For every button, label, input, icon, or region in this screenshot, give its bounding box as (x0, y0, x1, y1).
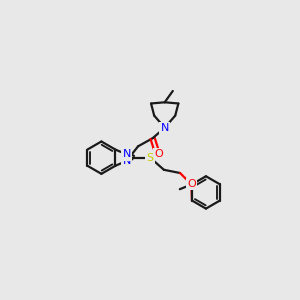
Text: O: O (154, 148, 164, 159)
Text: N: N (122, 156, 131, 166)
Text: N: N (160, 123, 169, 133)
Text: S: S (147, 153, 154, 163)
Text: N: N (122, 149, 131, 159)
Text: O: O (187, 179, 196, 189)
